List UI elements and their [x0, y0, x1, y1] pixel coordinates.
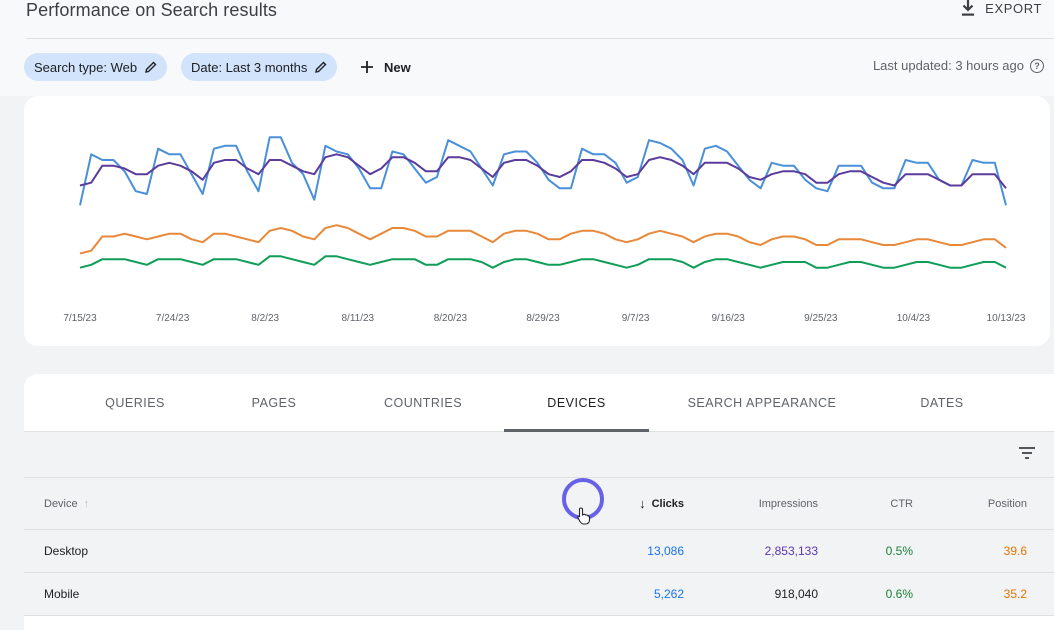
x-tick-label: 9/7/23 [622, 313, 650, 324]
tab-queries[interactable]: QUERIES [105, 396, 165, 410]
x-tick-label: 9/25/23 [804, 313, 838, 324]
ctr-cell: 0.6% [885, 587, 913, 601]
device-cell: Desktop [44, 544, 89, 558]
series-line-impressions [79, 153, 1007, 189]
edit-pencil-icon [145, 61, 157, 73]
x-tick-label: 8/20/23 [434, 313, 468, 324]
x-tick-label: 10/4/23 [897, 313, 931, 324]
arrow-up-icon: ↑ [83, 497, 90, 510]
clicks-header-label: Clicks [651, 497, 684, 510]
report-tabs: QUERIES PAGES COUNTRIES DEVICES SEARCH A… [24, 374, 1054, 432]
device-cell: Mobile [44, 587, 80, 601]
export-label: EXPORT [985, 0, 1042, 16]
download-icon [962, 0, 975, 16]
position-column-header[interactable]: Position [987, 497, 1027, 510]
header-divider [26, 38, 1054, 39]
new-filter-button[interactable]: New [360, 55, 411, 79]
x-tick-label: 9/16/23 [712, 313, 746, 324]
search-type-filter-chip[interactable]: Search type: Web [24, 53, 168, 81]
table-header-row: Device ↑ ↓ Clicks Impressions CTR Positi… [24, 478, 1054, 530]
position-cell: 39.6 [1003, 544, 1027, 558]
device-header-label: Device [44, 497, 78, 510]
series-line-clicks [79, 136, 1007, 206]
last-updated-text: Last updated: 3 hours ago [872, 58, 1024, 73]
x-tick-label: 8/29/23 [526, 313, 560, 324]
active-tab-indicator [504, 429, 649, 432]
clicks-column-header[interactable]: ↓ Clicks [639, 478, 684, 529]
x-tick-label: 8/2/23 [251, 313, 279, 324]
tab-pages[interactable]: PAGES [251, 396, 297, 410]
table-row[interactable]: Desktop 13,086 2,853,133 0.5% 39.6 [24, 530, 1054, 573]
x-tick-label: 8/11/23 [341, 313, 374, 324]
date-filter-chip[interactable]: Date: Last 3 months [181, 53, 338, 81]
filter-icon[interactable] [1018, 446, 1036, 460]
impressions-cell: 2,853,133 [764, 544, 818, 558]
export-button[interactable]: EXPORT [961, 0, 1042, 16]
series-line-ctr [79, 255, 1007, 269]
clicks-cell: 13,086 [647, 544, 684, 558]
impressions-cell: 918,040 [774, 587, 818, 601]
search-type-label: Search type: Web [34, 59, 138, 75]
date-filter-label: Date: Last 3 months [191, 59, 308, 75]
hand-pointer-icon [577, 507, 591, 525]
page-title: Performance on Search results [26, 0, 278, 20]
series-line-position [79, 224, 1007, 255]
plus-icon [361, 61, 373, 73]
x-tick-label: 10/13/23 [987, 313, 1026, 324]
x-tick-label: 7/24/23 [156, 313, 190, 324]
tab-search-appearance[interactable]: SEARCH APPEARANCE [687, 396, 837, 410]
line-chart: 7/15/23 7/24/23 8/2/23 8/11/23 8/20/23 8/29/2… [63, 136, 1026, 324]
position-cell: 35.2 [1003, 587, 1027, 601]
arrow-down-icon: ↓ [639, 496, 646, 511]
edit-pencil-icon [315, 61, 327, 73]
table-row[interactable]: Mobile 5,262 918,040 0.6% 35.2 [24, 573, 1054, 616]
ctr-cell: 0.5% [885, 544, 913, 558]
header-bar [0, 0, 1054, 96]
devices-table-card: QUERIES PAGES COUNTRIES DEVICES SEARCH A… [24, 374, 1054, 630]
impressions-column-header[interactable]: Impressions [758, 497, 818, 510]
device-column-header[interactable]: Device ↑ [44, 478, 89, 529]
last-updated: Last updated: 3 hours ago ? [873, 58, 1044, 73]
ctr-column-header[interactable]: CTR [890, 497, 913, 510]
performance-chart: 7/15/23 7/24/23 8/2/23 8/11/23 8/20/23 8/29/2… [24, 96, 1050, 346]
tab-devices[interactable]: DEVICES [547, 396, 606, 410]
new-filter-label: New [384, 59, 411, 75]
tab-countries[interactable]: COUNTRIES [383, 396, 463, 410]
table-toolbar [24, 432, 1054, 478]
clicks-cell: 5,262 [653, 587, 684, 601]
x-tick-label: 7/15/23 [63, 313, 97, 324]
help-icon[interactable]: ? [1030, 58, 1044, 73]
tab-dates[interactable]: DATES [920, 396, 964, 410]
